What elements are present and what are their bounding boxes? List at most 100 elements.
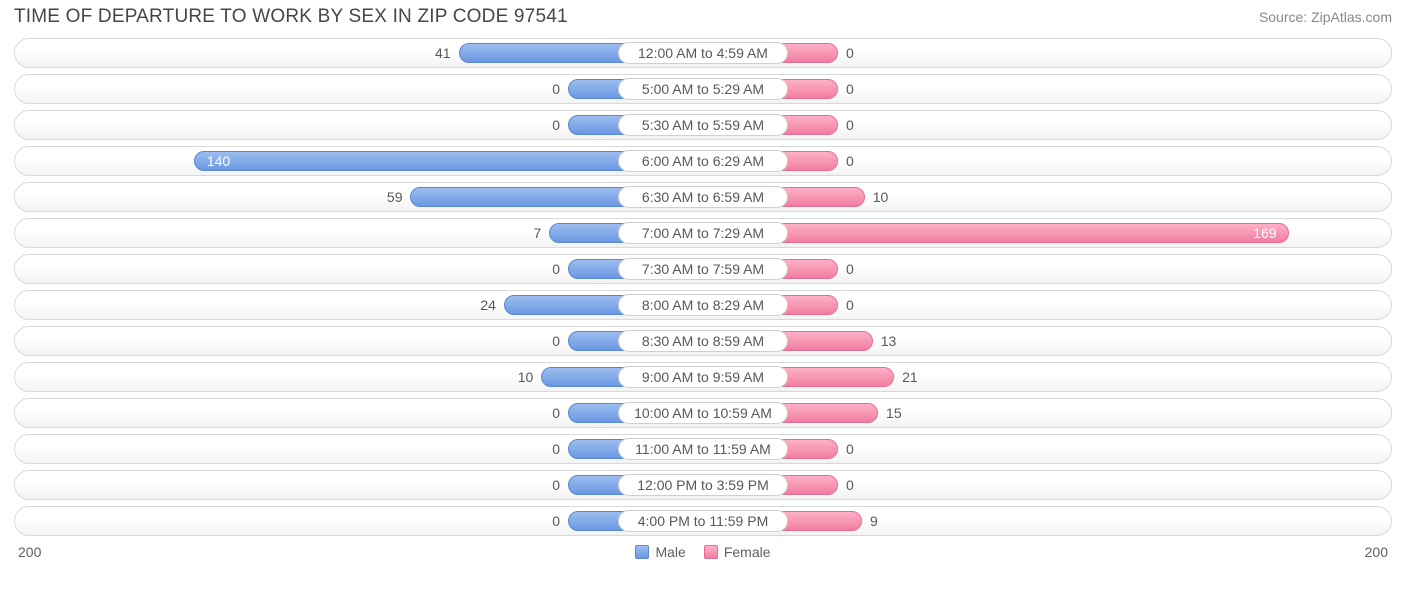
row-category-label: 4:00 PM to 11:59 PM bbox=[618, 510, 788, 532]
female-value: 0 bbox=[846, 147, 854, 175]
female-half: 0 bbox=[703, 39, 1391, 67]
male-value: 0 bbox=[552, 75, 560, 103]
female-half: 169 bbox=[703, 219, 1391, 247]
chart-row: 8:30 AM to 8:59 AM 0 13 bbox=[14, 326, 1392, 356]
female-value: 0 bbox=[846, 39, 854, 67]
row-category-label: 7:30 AM to 7:59 AM bbox=[618, 258, 788, 280]
female-half: 15 bbox=[703, 399, 1391, 427]
male-half: 0 bbox=[15, 435, 703, 463]
row-category-label: 6:30 AM to 6:59 AM bbox=[618, 186, 788, 208]
female-value: 0 bbox=[846, 255, 854, 283]
male-value: 0 bbox=[552, 255, 560, 283]
chart-row: 6:00 AM to 6:29 AM 140 0 bbox=[14, 146, 1392, 176]
male-half: 24 bbox=[15, 291, 703, 319]
female-half: 0 bbox=[703, 111, 1391, 139]
chart-source: Source: ZipAtlas.com bbox=[1259, 9, 1392, 25]
axis-left-max: 200 bbox=[18, 544, 41, 560]
male-bar bbox=[194, 151, 638, 171]
female-value: 0 bbox=[846, 435, 854, 463]
male-half: 0 bbox=[15, 75, 703, 103]
female-value: 0 bbox=[846, 75, 854, 103]
male-half: 140 bbox=[15, 147, 703, 175]
female-half: 9 bbox=[703, 507, 1391, 535]
swatch-female bbox=[704, 545, 718, 559]
chart-row: 6:30 AM to 6:59 AM 59 10 bbox=[14, 182, 1392, 212]
chart-row: 11:00 AM to 11:59 AM 0 0 bbox=[14, 434, 1392, 464]
female-value: 0 bbox=[846, 471, 854, 499]
chart-row: 4:00 PM to 11:59 PM 0 9 bbox=[14, 506, 1392, 536]
chart-row: 7:30 AM to 7:59 AM 0 0 bbox=[14, 254, 1392, 284]
male-value: 0 bbox=[552, 507, 560, 535]
male-value: 59 bbox=[387, 183, 403, 211]
male-value: 0 bbox=[552, 399, 560, 427]
female-half: 21 bbox=[703, 363, 1391, 391]
female-half: 0 bbox=[703, 255, 1391, 283]
female-bar bbox=[768, 223, 1289, 243]
male-value: 24 bbox=[480, 291, 496, 319]
female-value: 15 bbox=[886, 399, 902, 427]
legend-female-label: Female bbox=[724, 544, 771, 560]
row-category-label: 12:00 PM to 3:59 PM bbox=[618, 474, 788, 496]
chart-header: TIME OF DEPARTURE TO WORK BY SEX IN ZIP … bbox=[0, 0, 1406, 38]
male-half: 7 bbox=[15, 219, 703, 247]
male-value: 41 bbox=[435, 39, 451, 67]
male-value: 0 bbox=[552, 471, 560, 499]
row-category-label: 6:00 AM to 6:29 AM bbox=[618, 150, 788, 172]
female-value: 13 bbox=[881, 327, 897, 355]
female-half: 0 bbox=[703, 471, 1391, 499]
male-half: 10 bbox=[15, 363, 703, 391]
male-value: 0 bbox=[552, 111, 560, 139]
female-value: 169 bbox=[1253, 219, 1276, 247]
chart-area: 12:00 AM to 4:59 AM4105:00 AM to 5:29 AM… bbox=[0, 38, 1406, 536]
chart-row: 10:00 AM to 10:59 AM 0 15 bbox=[14, 398, 1392, 428]
male-half: 0 bbox=[15, 471, 703, 499]
female-half: 13 bbox=[703, 327, 1391, 355]
row-category-label: 5:00 AM to 5:29 AM bbox=[618, 78, 788, 100]
chart-row: 5:00 AM to 5:29 AM 0 0 bbox=[14, 74, 1392, 104]
row-category-label: 8:30 AM to 8:59 AM bbox=[618, 330, 788, 352]
female-half: 10 bbox=[703, 183, 1391, 211]
male-half: 0 bbox=[15, 111, 703, 139]
axis-row: 200 Male Female 200 bbox=[0, 542, 1406, 560]
chart-row: 9:00 AM to 9:59 AM 10 21 bbox=[14, 362, 1392, 392]
male-half: 0 bbox=[15, 327, 703, 355]
female-half: 0 bbox=[703, 75, 1391, 103]
female-half: 0 bbox=[703, 291, 1391, 319]
legend-female: Female bbox=[704, 544, 771, 560]
female-value: 0 bbox=[846, 291, 854, 319]
row-category-label: 9:00 AM to 9:59 AM bbox=[618, 366, 788, 388]
axis-right-max: 200 bbox=[1365, 544, 1388, 560]
male-value: 0 bbox=[552, 327, 560, 355]
chart-title: TIME OF DEPARTURE TO WORK BY SEX IN ZIP … bbox=[14, 6, 568, 28]
female-value: 0 bbox=[846, 111, 854, 139]
male-value: 140 bbox=[207, 147, 230, 175]
row-category-label: 10:00 AM to 10:59 AM bbox=[618, 402, 788, 424]
female-value: 9 bbox=[870, 507, 878, 535]
legend-male-label: Male bbox=[655, 544, 685, 560]
female-value: 10 bbox=[873, 183, 889, 211]
male-value: 10 bbox=[518, 363, 534, 391]
swatch-male bbox=[635, 545, 649, 559]
legend: Male Female bbox=[635, 544, 770, 560]
male-value: 0 bbox=[552, 435, 560, 463]
male-half: 59 bbox=[15, 183, 703, 211]
row-category-label: 5:30 AM to 5:59 AM bbox=[618, 114, 788, 136]
chart-row: 7:00 AM to 7:29 AM 7 169 bbox=[14, 218, 1392, 248]
male-half: 0 bbox=[15, 507, 703, 535]
row-category-label: 11:00 AM to 11:59 AM bbox=[618, 438, 788, 460]
chart-row: 8:00 AM to 8:29 AM 24 0 bbox=[14, 290, 1392, 320]
female-half: 0 bbox=[703, 147, 1391, 175]
female-half: 0 bbox=[703, 435, 1391, 463]
male-value: 7 bbox=[534, 219, 542, 247]
row-category-label: 12:00 AM to 4:59 AM bbox=[618, 42, 788, 64]
chart-row: 12:00 PM to 3:59 PM 0 0 bbox=[14, 470, 1392, 500]
male-bar bbox=[410, 187, 638, 207]
row-category-label: 8:00 AM to 8:29 AM bbox=[618, 294, 788, 316]
male-half: 0 bbox=[15, 399, 703, 427]
male-half: 41 bbox=[15, 39, 703, 67]
legend-male: Male bbox=[635, 544, 685, 560]
male-half: 0 bbox=[15, 255, 703, 283]
male-bar bbox=[459, 43, 638, 63]
chart-row: 12:00 AM to 4:59 AM 41 0 bbox=[14, 38, 1392, 68]
row-category-label: 7:00 AM to 7:29 AM bbox=[618, 222, 788, 244]
